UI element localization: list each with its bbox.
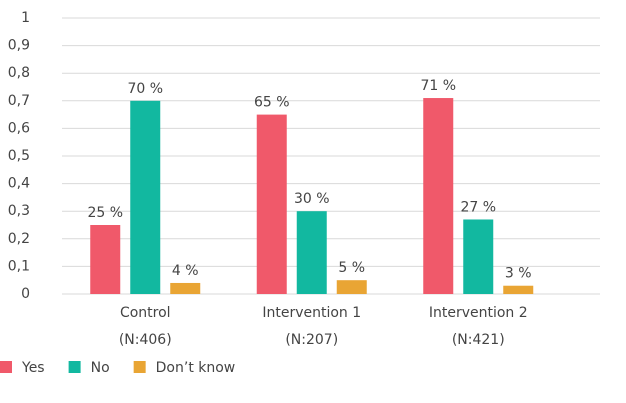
bar (90, 225, 121, 294)
value-label: 3 % (505, 266, 532, 282)
bar (463, 219, 494, 294)
value-label: 27 % (460, 199, 496, 215)
y-tick-label: 0,8 (8, 65, 30, 81)
bar (336, 280, 367, 294)
value-label: 65 % (254, 95, 290, 111)
legend-label: Don’t know (156, 360, 236, 376)
value-label: 30 % (294, 191, 330, 207)
y-tick-label: 0,1 (8, 258, 30, 274)
y-tick-label: 0,4 (8, 176, 30, 192)
y-tick-label: 0,9 (8, 38, 30, 54)
y-tick-label: 1 (21, 10, 30, 26)
y-tick-label: 0,7 (8, 93, 30, 109)
bar (170, 282, 201, 294)
bar (503, 285, 534, 294)
x-tick-note: (N:421) (452, 332, 505, 348)
y-tick-label: 0,3 (8, 203, 30, 219)
bar (296, 211, 327, 294)
bar (423, 98, 454, 294)
legend-label: No (91, 360, 110, 376)
bar (256, 114, 287, 294)
y-tick-label: 0,2 (8, 231, 30, 247)
x-tick-note: (N:406) (119, 332, 172, 348)
x-tick-note: (N:207) (285, 332, 338, 348)
value-label: 5 % (338, 260, 365, 276)
legend-swatch (0, 361, 12, 373)
legend-swatch (133, 361, 146, 373)
legend-swatch (68, 361, 81, 373)
value-label: 4 % (172, 263, 199, 279)
x-tick-label: Intervention 2 (429, 305, 528, 321)
x-tick-label: Intervention 1 (262, 305, 361, 321)
legend-label: Yes (21, 360, 45, 376)
bar (130, 100, 161, 294)
y-tick-label: 0,5 (8, 148, 30, 164)
value-label: 25 % (87, 205, 123, 221)
y-tick-label: 0 (21, 286, 30, 302)
value-label: 70 % (127, 81, 163, 97)
y-tick-label: 0,6 (8, 120, 30, 136)
value-label: 71 % (420, 78, 456, 94)
x-tick-label: Control (120, 305, 171, 321)
